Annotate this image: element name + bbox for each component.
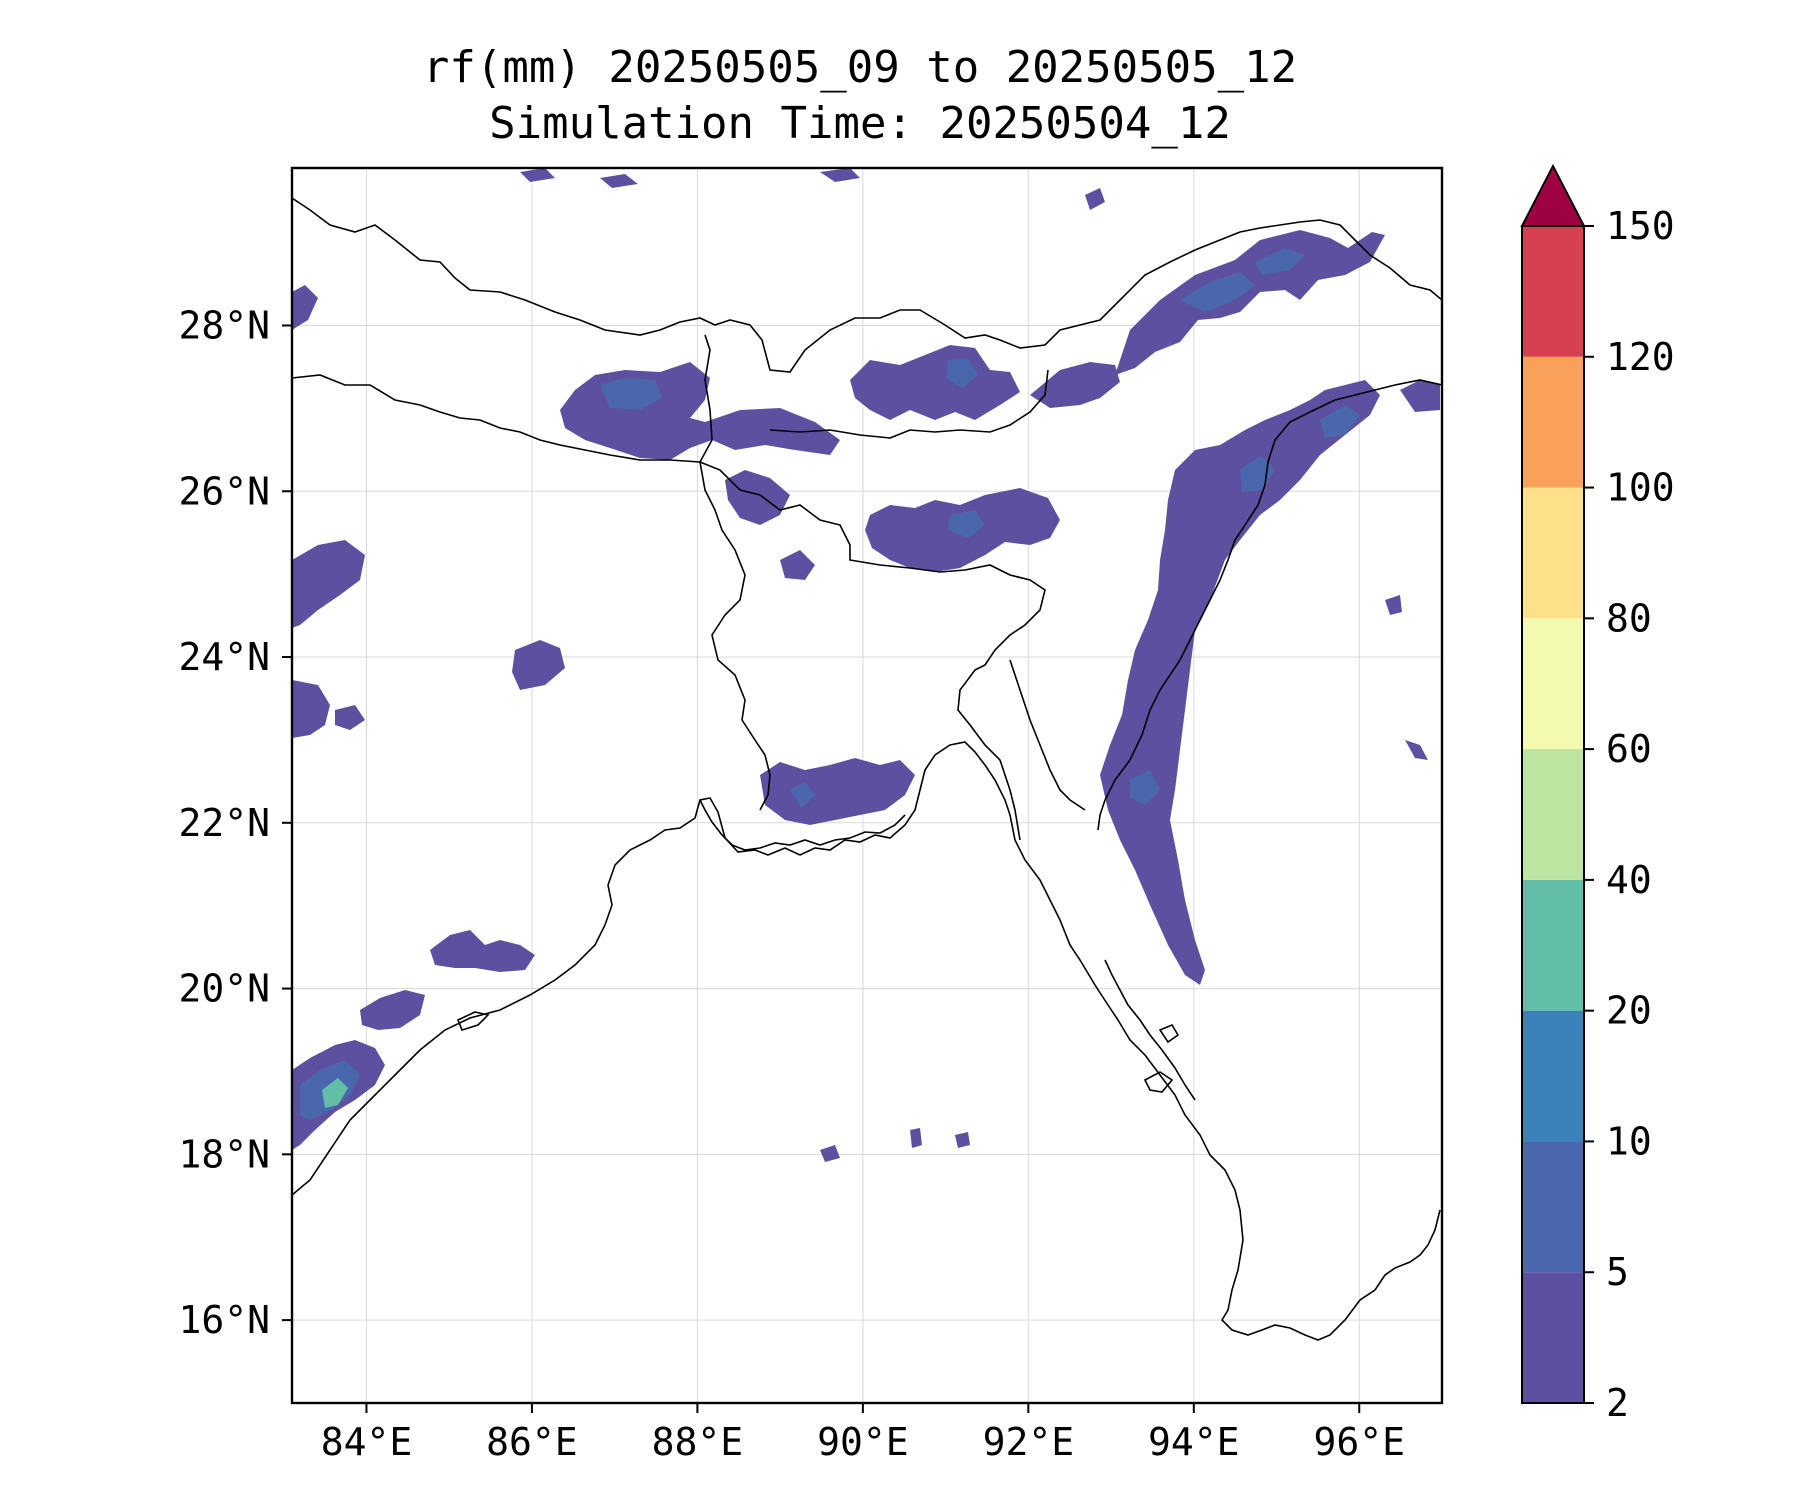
rain-area-arunachal-core [1180, 272, 1255, 312]
rain-area-myanmar-2 [1385, 595, 1402, 615]
rain-area-arunachal-east [1030, 362, 1120, 408]
colorbar-band [1522, 879, 1584, 1011]
rain-area-odisha-coast-core [322, 1078, 348, 1108]
colorbar-band [1522, 749, 1584, 880]
rain-area-arunachal-core2 [1255, 248, 1305, 275]
rain-area-bay-1 [820, 1145, 840, 1162]
lat-tick-label: 18°N [178, 1132, 270, 1176]
rain-area-odisha-2 [360, 990, 425, 1030]
colorbar-tick-label: 100 [1606, 466, 1675, 510]
lon-tick-label: 86°E [486, 1420, 578, 1464]
border-nepal-south [292, 374, 701, 463]
rain-area-west-4 [335, 705, 365, 730]
lat-tick-label: 20°N [178, 967, 270, 1011]
lon-tick-label: 84°E [321, 1420, 413, 1464]
colorbar-frame [1521, 225, 1585, 1404]
lon-tick-label: 96°E [1314, 1420, 1406, 1464]
border-bangladesh [699, 461, 1046, 841]
rain-area-northeast-core2 [1320, 405, 1360, 438]
rain-area-arunachal [1115, 230, 1385, 375]
rain-area-sundarbans [760, 758, 915, 825]
rain-area-nepal-core [600, 378, 662, 410]
lat-tick-label: 28°N [178, 303, 270, 347]
colorbar-tick-label: 5 [1606, 1250, 1629, 1294]
lat-tick-label: 16°N [178, 1298, 270, 1342]
rain-area-westbengal [725, 470, 790, 525]
rain-area-west-3 [292, 285, 318, 330]
colorbar-band [1522, 1272, 1584, 1403]
rain-area-top-1 [520, 168, 555, 182]
colorbar-band [1522, 356, 1584, 488]
border-bangladesh-west [699, 461, 771, 811]
rain-area-bay-2 [910, 1128, 922, 1148]
colorbar-tick-label: 120 [1606, 335, 1675, 379]
colorbar-band [1522, 487, 1584, 619]
colorbar-band [1522, 1141, 1584, 1273]
latitude-ticks: 16°N 18°N 20°N 22°N 24°N 26°N 28°N [178, 303, 292, 1342]
border-bhutan-south [769, 369, 1049, 439]
border-tripura [1009, 659, 1086, 811]
colorbar-tick-label: 150 [1606, 204, 1675, 248]
colorbar-tick-label: 10 [1606, 1119, 1652, 1163]
rain-area-bangladesh-ne [780, 550, 815, 580]
rain-area-west-1 [292, 540, 365, 628]
colorbar-tick-label: 60 [1606, 727, 1652, 771]
lon-tick-label: 90°E [817, 1420, 909, 1464]
border-india-myanmar [1097, 379, 1442, 831]
colorbar-extend-arrow [1520, 163, 1586, 227]
rain-area-bay-3 [955, 1132, 970, 1148]
lon-tick-label: 94°E [1148, 1420, 1240, 1464]
rain-area-top-4 [1085, 188, 1105, 210]
border-nepal-north [292, 197, 1442, 373]
rain-area-odisha-3 [430, 930, 535, 972]
lat-tick-label: 22°N [178, 801, 270, 845]
colorbar-band [1522, 226, 1584, 357]
rain-area-northeast-core3 [1130, 770, 1160, 805]
rain-area-northeast-core1 [1240, 455, 1275, 492]
rain-area-bhutan [850, 345, 1020, 420]
island-2 [1158, 1023, 1180, 1044]
rain-area-bhutan-core [946, 358, 978, 388]
rain-area-bihar [512, 640, 565, 690]
coastline-india-east [292, 741, 1441, 1341]
coastlines-borders [292, 197, 1442, 1341]
colorbar-tick-label: 20 [1606, 989, 1652, 1033]
colorbar-band [1522, 1010, 1584, 1142]
title-line-2: Simulation Time: 20250504_12 [489, 98, 1231, 149]
map-frame [290, 166, 1444, 1405]
rain-area-meghalaya-core [948, 510, 985, 538]
colorbar: 2 5 10 20 40 60 80 100 120 150 [1520, 163, 1675, 1425]
coast-sundarbans-detail [699, 799, 906, 851]
rainfall-shading [292, 168, 1440, 1162]
rain-area-myanmar-1 [1405, 740, 1428, 760]
island-1 [1143, 1071, 1174, 1093]
border-sikkim-bhutan [699, 334, 713, 463]
rain-area-northeast-band [1100, 380, 1380, 985]
lake-chilika [456, 1011, 490, 1031]
rain-area-top-3 [820, 168, 860, 182]
longitude-ticks: 84°E 86°E 88°E 90°E 92°E 94°E 96°E [321, 1403, 1405, 1464]
lon-tick-label: 92°E [983, 1420, 1075, 1464]
colorbar-tick-label: 80 [1606, 596, 1652, 640]
colorbar-tick-label: 40 [1606, 858, 1652, 902]
title-line-1: rf(mm) 20250505_09 to 20250505_12 [423, 42, 1297, 93]
lat-tick-label: 26°N [178, 469, 270, 513]
rain-area-sundarbans-core [790, 782, 815, 808]
colorbar-tick-label: 2 [1606, 1381, 1629, 1425]
coast-arakan-detail [1104, 959, 1196, 1101]
lon-tick-label: 88°E [652, 1420, 744, 1464]
colorbar-band [1522, 618, 1584, 750]
rain-area-east-edge [1400, 380, 1440, 412]
lat-tick-label: 24°N [178, 635, 270, 679]
map-content [292, 168, 1442, 1403]
rain-area-west-2 [292, 680, 330, 738]
rain-area-top-2 [600, 174, 638, 188]
